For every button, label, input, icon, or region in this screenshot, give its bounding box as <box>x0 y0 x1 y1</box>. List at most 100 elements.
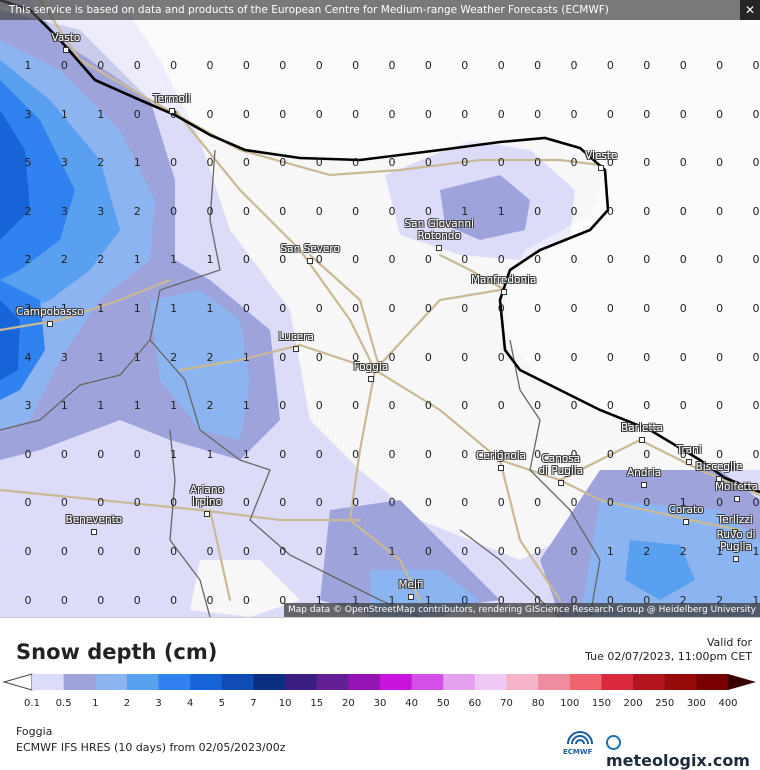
snow-depth-value: 0 <box>461 399 469 413</box>
scale-color-step <box>380 674 413 690</box>
scale-tick-label: 20 <box>341 698 355 709</box>
city-label: Campobasso <box>16 306 84 330</box>
snow-depth-value: 0 <box>643 59 651 72</box>
snow-depth-value: 0 <box>643 447 651 461</box>
snow-depth-value: 0 <box>679 156 687 170</box>
snow-depth-map[interactable]: 1 0 0 0 0 0 0 0 0 0 0 0 0 0 0 0 0 0 0 0 0 3 1 1 0 0 0 0 0 0 0 0 0 0 0 0 0 0 0 0… <box>0 0 760 617</box>
city-name: Canosa <box>541 453 581 465</box>
snow-depth-value: 1 <box>97 350 105 364</box>
snow-depth-value: 0 <box>752 107 760 121</box>
snow-depth-value: 0 <box>388 253 396 267</box>
snow-depth-value: 0 <box>133 545 141 558</box>
city-marker-icon <box>307 258 314 264</box>
city-label: Lucera <box>279 331 314 355</box>
snow-depth-value: 0 <box>497 302 505 315</box>
city-name: San Giovanni <box>404 218 474 230</box>
city-label: Andria <box>627 467 661 491</box>
snow-depth-value: 0 <box>133 447 141 461</box>
snow-depth-value: 0 <box>60 496 68 510</box>
snow-depth-value: 1 <box>170 399 178 413</box>
city-label: Barletta <box>621 422 663 446</box>
snow-depth-value: 0 <box>315 204 323 218</box>
snow-depth-value: 0 <box>534 496 542 510</box>
snow-depth-value: 2 <box>97 156 105 170</box>
snow-depth-value: 0 <box>352 253 360 267</box>
city-marker-icon <box>732 529 739 535</box>
snow-depth-value: 0 <box>643 107 651 121</box>
snow-depth-value: 0 <box>716 350 724 364</box>
snow-depth-value: 4 <box>24 350 32 364</box>
snow-depth-value: 0 <box>388 302 396 315</box>
snow-depth-value: 0 <box>388 107 396 121</box>
snow-depth-value: 1 <box>242 447 250 461</box>
snow-depth-value: 0 <box>424 447 432 461</box>
snow-depth-value: 0 <box>679 204 687 218</box>
city-name: Ruvo di <box>716 529 756 541</box>
city-marker-icon <box>293 346 300 352</box>
snow-depth-value: 0 <box>170 156 178 170</box>
snow-depth-value: 0 <box>206 59 214 72</box>
snow-depth-value: 0 <box>279 302 287 315</box>
city-marker-icon <box>557 480 564 486</box>
snow-depth-value: 0 <box>315 350 323 364</box>
city-label: Molfetta <box>715 481 758 505</box>
snow-depth-value: 0 <box>752 253 760 267</box>
snow-depth-value: 0 <box>497 59 505 72</box>
city-marker-icon <box>62 47 69 53</box>
snow-depth-value: 0 <box>497 399 505 413</box>
scale-color-step <box>316 674 349 690</box>
snow-depth-value: 0 <box>279 447 287 461</box>
scale-high-arrow <box>728 674 756 690</box>
snow-depth-value: 0 <box>315 302 323 315</box>
snow-depth-value: 0 <box>606 156 614 170</box>
snow-depth-value: 3 <box>24 399 32 413</box>
snow-depth-value: 0 <box>679 350 687 364</box>
close-banner-button[interactable]: ✕ <box>740 0 760 20</box>
snow-depth-value: 2 <box>679 545 687 558</box>
snow-depth-value: 3 <box>60 204 68 218</box>
snow-depth-value: 0 <box>60 593 68 607</box>
snow-depth-value: 0 <box>497 593 505 607</box>
snow-depth-value: 2 <box>24 253 32 267</box>
scale-tick-label: 4 <box>186 698 194 709</box>
scale-tick-label: 15 <box>310 698 324 709</box>
map-attribution: Map data © OpenStreetMap contributors, r… <box>284 603 760 617</box>
snow-depth-value: 0 <box>461 107 469 121</box>
snow-depth-value: 0 <box>570 253 578 267</box>
snow-depth-value: 0 <box>424 156 432 170</box>
snow-depth-value: 0 <box>570 59 578 72</box>
snow-depth-value: 0 <box>315 156 323 170</box>
city-name: Rotondo <box>417 230 461 242</box>
snow-depth-value: 0 <box>315 545 323 558</box>
ecmwf-label: ECMWF <box>563 748 593 756</box>
snow-depth-value: 1 <box>424 593 432 607</box>
snow-depth-value: 0 <box>388 156 396 170</box>
coastline <box>0 0 760 494</box>
snow-depth-value: 0 <box>388 350 396 364</box>
snow-depth-value: 1 <box>242 399 250 413</box>
scale-color-step <box>443 674 476 690</box>
scale-color-step <box>126 674 160 690</box>
snow-depth-value: 1 <box>388 593 396 607</box>
meteologix-brand[interactable]: meteologix.com <box>606 732 760 770</box>
city-label: Vieste <box>585 150 617 174</box>
scale-color-step <box>253 674 286 690</box>
scale-color-step <box>538 674 571 690</box>
ecmwf-logo-icon <box>567 731 593 745</box>
city-marker-icon <box>500 289 507 295</box>
snow-depth-value: 0 <box>643 302 651 315</box>
city-marker-icon <box>683 519 690 525</box>
snow-depth-value: 0 <box>315 496 323 510</box>
snow-depth-value: 0 <box>570 496 578 510</box>
city-name: Andria <box>627 467 662 479</box>
snow-depth-value: 0 <box>570 156 578 170</box>
scale-tick-label: 5 <box>218 698 225 709</box>
snow-depth-value: 0 <box>497 107 505 121</box>
scale-tick-label: 10 <box>278 698 292 709</box>
snow-depth-value: 0 <box>352 107 360 121</box>
snow-shading <box>0 0 760 617</box>
snow-depth-value: 0 <box>461 156 469 170</box>
snow-depth-value: 0 <box>170 204 178 218</box>
snow-depth-value: 0 <box>461 350 469 364</box>
snow-depth-value: 0 <box>170 545 178 558</box>
